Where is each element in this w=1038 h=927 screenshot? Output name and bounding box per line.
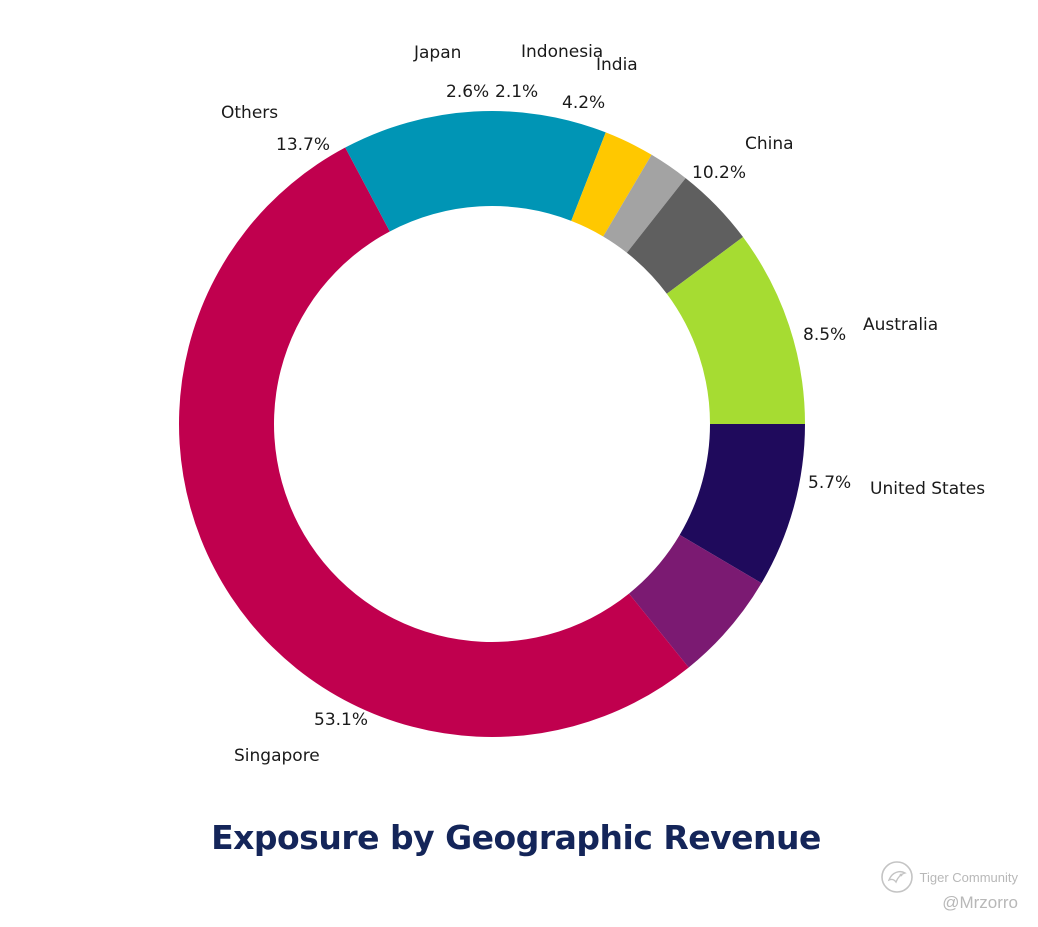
slice-india xyxy=(626,178,744,294)
slice-united-states xyxy=(628,534,762,668)
category-label-singapore: Singapore xyxy=(234,746,320,766)
category-label-others: Others xyxy=(221,103,278,123)
category-label-india: India xyxy=(596,55,638,75)
tiger-logo-icon xyxy=(880,861,913,893)
chart-title: Exposure by Geographic Revenue xyxy=(211,818,821,857)
watermark-brand: Tiger Community xyxy=(880,860,1018,894)
category-label-united-states: United States xyxy=(870,479,985,499)
data-label-united-states: 5.7% xyxy=(808,473,851,493)
data-label-indonesia: 2.1% xyxy=(495,82,538,102)
category-label-japan: Japan xyxy=(413,43,461,63)
category-label-australia: Australia xyxy=(863,315,938,335)
slice-singapore xyxy=(178,147,689,737)
data-label-australia: 8.5% xyxy=(803,325,846,345)
slice-australia xyxy=(679,424,805,584)
slice-indonesia xyxy=(603,154,686,253)
slice-others xyxy=(345,111,606,232)
category-label-indonesia: Indonesia xyxy=(521,42,603,62)
watermark-brand-text: Tiger Community xyxy=(919,869,1018,885)
slice-china xyxy=(666,237,805,424)
data-label-china: 10.2% xyxy=(692,163,746,183)
donut-slices xyxy=(178,111,805,737)
slice-labels: 8.5% Australia 5.7% United States 53.1% Singa… xyxy=(221,42,985,766)
watermark-user: @Mrzorro xyxy=(942,893,1018,912)
slice-japan xyxy=(571,132,652,237)
category-label-china: China xyxy=(745,134,794,154)
data-label-japan: 2.6% xyxy=(446,82,489,102)
data-label-india: 4.2% xyxy=(562,93,605,113)
data-label-singapore: 53.1% xyxy=(314,710,368,730)
data-label-others: 13.7% xyxy=(276,135,330,155)
